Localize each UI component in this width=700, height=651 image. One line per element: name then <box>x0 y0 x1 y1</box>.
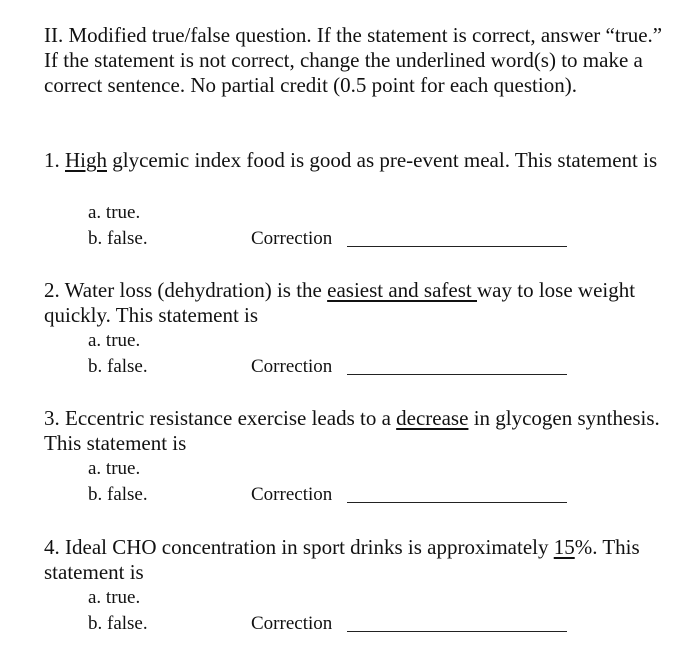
correction-label: Correction <box>251 484 333 505</box>
option-a[interactable]: a. true. <box>88 587 141 608</box>
correction-blank[interactable] <box>347 374 567 375</box>
option-a[interactable]: a. true. <box>88 458 141 479</box>
question-1: 1. High glycemic index food is good as p… <box>44 148 664 249</box>
option-b-label: b. false. <box>88 613 148 634</box>
option-a[interactable]: a. true. <box>88 202 141 223</box>
underlined-term: decrease <box>396 406 469 430</box>
correction-label: Correction <box>251 613 333 634</box>
question-4: 4. Ideal CHO concentration in sport drin… <box>44 535 664 634</box>
underlined-term: easiest and safest <box>327 278 477 302</box>
stem-text: way to lose weight quickly. This stateme… <box>44 278 636 327</box>
correction-blank[interactable] <box>347 502 567 503</box>
stem-text: %. This statement is <box>44 535 640 584</box>
question-stem: 1. High glycemic index food is good as p… <box>44 148 664 173</box>
underlined-term: 15 <box>553 535 575 559</box>
option-a[interactable]: a. true. <box>88 330 141 351</box>
stem-text: 3. Eccentric resistance exercise leads t… <box>44 406 397 430</box>
option-b-label: b. false. <box>88 228 148 249</box>
option-b-label: b. false. <box>88 356 148 377</box>
stem-text: glycemic index food is good as pre-event… <box>107 148 658 172</box>
correction-label: Correction <box>251 356 333 377</box>
option-b[interactable]: b. false. Correction <box>88 226 567 252</box>
correction-label: Correction <box>251 228 333 249</box>
option-b-label: b. false. <box>88 484 148 505</box>
stem-text: 1. <box>44 148 65 172</box>
stem-text: 4. Ideal CHO concentration in sport drin… <box>44 535 554 559</box>
correction-blank[interactable] <box>347 631 567 632</box>
question-3: 3. Eccentric resistance exercise leads t… <box>44 406 664 505</box>
option-b[interactable]: b. false. Correction <box>88 611 567 637</box>
instructions: II. Modified true/false question. If the… <box>44 23 663 97</box>
question-stem: 2. Water loss (dehydration) is the easie… <box>44 278 664 328</box>
question-stem: 4. Ideal CHO concentration in sport drin… <box>44 535 664 585</box>
stem-text: in glycogen synthesis. This statement is <box>44 406 660 455</box>
option-b[interactable]: b. false. Correction <box>88 354 567 380</box>
option-b[interactable]: b. false. Correction <box>88 482 567 508</box>
stem-text: 2. Water loss (dehydration) is the <box>44 278 328 302</box>
question-stem: 3. Eccentric resistance exercise leads t… <box>44 406 664 456</box>
correction-blank[interactable] <box>347 246 567 247</box>
underlined-term: High <box>65 148 107 172</box>
question-2: 2. Water loss (dehydration) is the easie… <box>44 278 664 377</box>
